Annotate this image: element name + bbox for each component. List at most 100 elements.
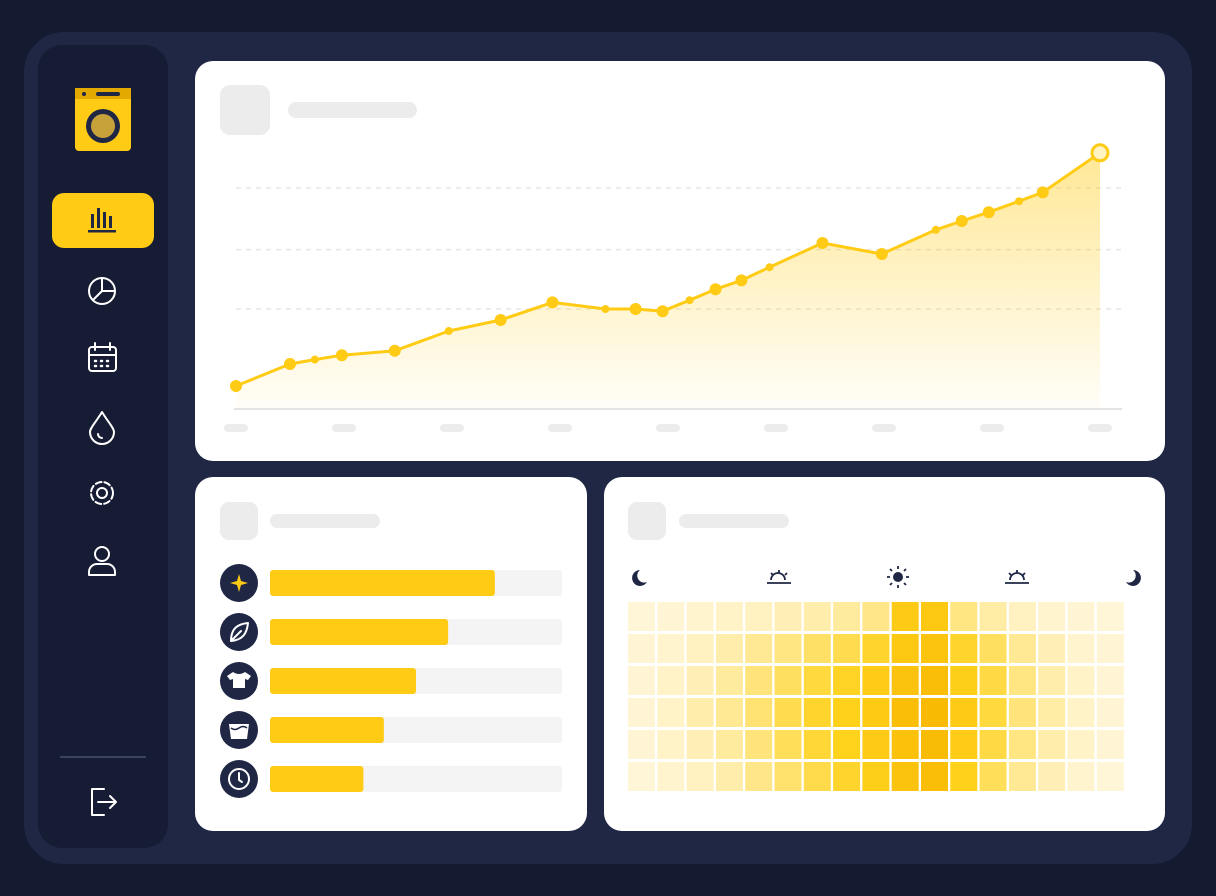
nav-reports[interactable] (88, 277, 116, 305)
heat-cell (1038, 698, 1066, 727)
point (816, 237, 829, 249)
heat-cell (686, 698, 714, 727)
heat-cell (979, 762, 1007, 791)
heat-cell (1067, 698, 1095, 727)
point (875, 248, 888, 260)
heat-cell (950, 634, 978, 663)
heat-cell (833, 698, 861, 727)
heat-cell (833, 666, 861, 695)
heat-cell (979, 634, 1007, 663)
heat-cell (979, 602, 1007, 631)
x-tick-placeholder (332, 424, 356, 432)
heat-cell (745, 602, 773, 631)
placeholder-icon (628, 502, 666, 540)
heat-cell (1067, 666, 1095, 695)
time-icons (632, 566, 1141, 588)
heat-cell (774, 762, 802, 791)
x-tick-placeholder (656, 424, 680, 432)
area (236, 152, 1100, 408)
nav-logout[interactable] (91, 788, 117, 816)
heat-cell (803, 730, 831, 759)
heat-cell (715, 634, 743, 663)
point (335, 349, 348, 362)
heat-cell (686, 762, 714, 791)
heat-cell (921, 730, 948, 759)
bar (270, 717, 384, 743)
heat-cell (803, 762, 831, 791)
bar (270, 619, 449, 645)
heat-cell (1096, 698, 1124, 727)
nav-calendar[interactable] (88, 342, 117, 372)
heat-cell (862, 698, 890, 727)
heat-cell (774, 730, 802, 759)
heat-cell (745, 666, 773, 695)
heat-cell (921, 698, 948, 727)
point (765, 263, 774, 272)
nav-profile[interactable] (88, 546, 116, 576)
heat-cell (891, 634, 919, 663)
heat-cell (628, 762, 655, 791)
heat-cell (891, 602, 919, 631)
heat-cell (921, 634, 948, 663)
heat-cell (657, 762, 685, 791)
point (955, 215, 968, 227)
point (931, 225, 940, 234)
placeholder-title (679, 514, 789, 528)
x-tick-placeholder (872, 424, 896, 432)
x-tick-placeholder (224, 424, 248, 432)
point (982, 206, 995, 219)
heat-cell (862, 730, 890, 759)
heat-cell (1067, 602, 1095, 631)
heat-cell (833, 762, 861, 791)
bar (270, 570, 495, 596)
heat-cell (628, 666, 655, 695)
heat-cell (921, 666, 948, 695)
point (656, 305, 669, 318)
bar (270, 668, 416, 694)
heat-cell (715, 730, 743, 759)
sidebar (38, 45, 168, 848)
nav-settings[interactable] (90, 481, 114, 505)
placeholder-title (288, 102, 417, 118)
heat-cell (803, 602, 831, 631)
heat-cell (891, 698, 919, 727)
point (601, 305, 610, 313)
heat-cell (1096, 762, 1124, 791)
heat-cell (1096, 730, 1124, 759)
heat-cell (657, 666, 685, 695)
nav-dashboard[interactable] (52, 193, 154, 248)
heat-cell (745, 762, 773, 791)
heat-cell (979, 730, 1007, 759)
heat-cell (686, 730, 714, 759)
heat-cell (921, 762, 948, 791)
heat-cell (950, 730, 978, 759)
heat-cell (1008, 634, 1036, 663)
point (310, 355, 319, 364)
point (1015, 197, 1023, 206)
x-tick-placeholder (980, 424, 1004, 432)
x-tick-placeholder (440, 424, 464, 432)
placeholder-title (270, 514, 380, 528)
point (1036, 186, 1049, 199)
point (230, 380, 242, 392)
heat-cell (862, 634, 890, 663)
heat-cell (950, 762, 978, 791)
heat-cell (686, 666, 714, 695)
point (1090, 143, 1110, 163)
heat-cell (833, 634, 861, 663)
heat-cell (1008, 698, 1036, 727)
point (629, 303, 642, 315)
heat-cell (745, 698, 773, 727)
nav-water[interactable] (89, 411, 115, 445)
heat-cell (628, 730, 655, 759)
heat-cell (1067, 762, 1095, 791)
point (444, 327, 453, 335)
x-tick-placeholder (764, 424, 788, 432)
heat-cell (1008, 762, 1036, 791)
heat-cell (862, 762, 890, 791)
heat-cell (1067, 634, 1095, 663)
logo (75, 88, 131, 151)
heat-cell (979, 698, 1007, 727)
heat-cell (1067, 730, 1095, 759)
